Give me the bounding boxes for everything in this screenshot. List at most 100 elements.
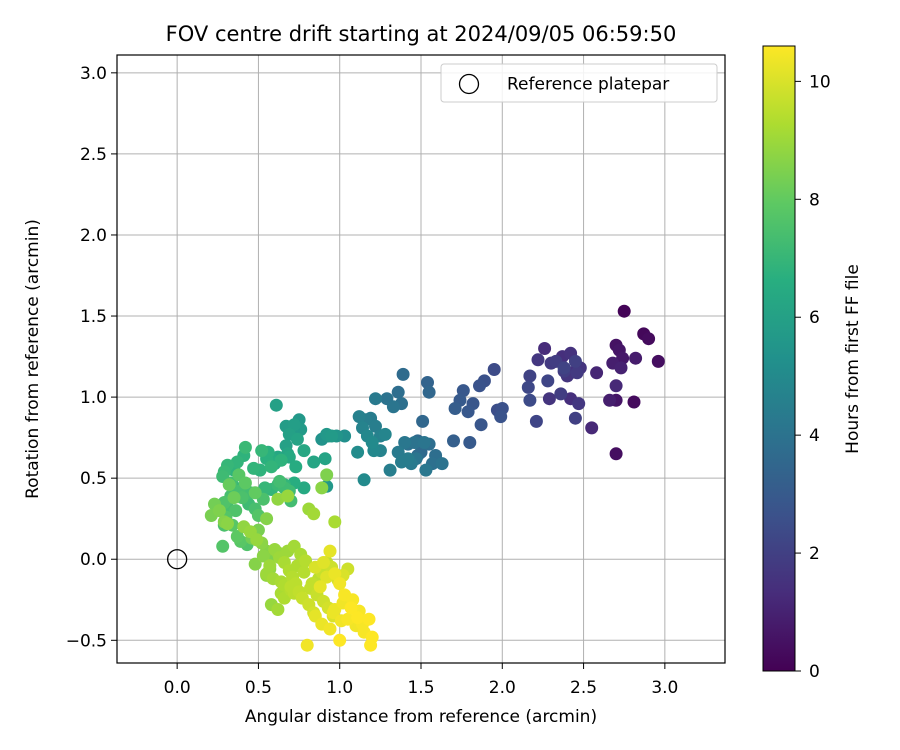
data-point: [258, 481, 272, 495]
data-point: [238, 476, 252, 490]
legend: Reference platepar: [440, 63, 718, 103]
data-point: [391, 445, 405, 459]
legend-label: Reference platepar: [507, 75, 669, 95]
data-point: [315, 481, 329, 495]
data-point: [616, 351, 630, 365]
data-point: [614, 361, 628, 375]
data-point: [603, 393, 617, 407]
data-point: [487, 363, 501, 376]
data-point: [541, 374, 555, 388]
data-point: [248, 557, 262, 571]
data-point: [317, 556, 330, 569]
data-point: [369, 419, 382, 433]
data-point: [417, 436, 431, 449]
data-point: [416, 414, 430, 428]
data-point: [216, 539, 230, 553]
data-point: [297, 444, 311, 458]
data-point: [474, 418, 488, 432]
data-point: [256, 549, 270, 563]
data-point: [287, 418, 301, 432]
data-point: [570, 366, 584, 380]
data-point: [378, 427, 392, 441]
data-point: [307, 507, 321, 521]
y-tick-label: −0.5: [66, 631, 107, 651]
data-point: [290, 432, 304, 446]
data-point: [230, 455, 244, 469]
colorbar-tick-label: 10: [809, 72, 831, 92]
data-point: [307, 455, 321, 469]
data-point: [263, 559, 277, 573]
data-point: [408, 436, 421, 449]
data-point: [609, 447, 623, 461]
data-point: [523, 393, 537, 407]
data-point: [585, 421, 599, 435]
data-point: [328, 515, 342, 529]
data-point: [369, 392, 382, 406]
data-point: [344, 601, 358, 615]
data-point: [269, 398, 283, 412]
data-point: [401, 452, 415, 466]
reference-platepar-point: [166, 549, 188, 570]
data-point: [435, 457, 449, 471]
data-point: [568, 411, 582, 425]
colorbar: 0 2 4 6 8 10 Hours from first FF file: [762, 45, 863, 682]
x-tick-label: 0.0: [164, 678, 191, 698]
data-point: [448, 402, 462, 415]
x-tick-label: 1.0: [326, 678, 353, 698]
data-point: [463, 436, 477, 449]
data-point: [227, 491, 241, 505]
data-point: [333, 633, 347, 647]
data-point: [494, 410, 508, 424]
data-point: [627, 395, 641, 409]
data-point: [391, 385, 405, 399]
data-point: [271, 603, 285, 616]
data-point: [297, 481, 311, 495]
data-point: [248, 486, 262, 500]
data-point: [609, 379, 623, 393]
reference-marker: [166, 549, 188, 570]
data-point: [341, 612, 355, 626]
colorbar-label: Hours from first FF file: [843, 264, 863, 454]
y-tick-label: 1.0: [80, 388, 107, 408]
data-point: [629, 351, 643, 365]
data-point: [362, 612, 376, 626]
data-point: [365, 436, 379, 449]
data-point: [260, 512, 274, 526]
data-point: [238, 440, 252, 454]
x-tick-label: 2.5: [570, 678, 597, 698]
chart-title: FOV centre drift starting at 2024/09/05 …: [166, 22, 677, 46]
data-point: [531, 353, 545, 367]
colorbar-ticks: 0 2 4 6 8 10: [795, 72, 831, 682]
data-point: [212, 504, 226, 518]
data-point: [568, 354, 582, 368]
data-point: [299, 554, 313, 568]
data-point: [538, 342, 552, 355]
data-point: [351, 611, 365, 625]
data-point: [333, 577, 347, 591]
data-point: [274, 453, 288, 467]
data-point: [364, 638, 378, 652]
data-point: [642, 332, 656, 346]
data-point: [422, 385, 436, 399]
data-point: [323, 544, 337, 558]
data-point: [328, 567, 342, 581]
y-tick-label: 1.5: [80, 307, 107, 327]
x-axis-ticks: 0.0 0.5 1.0 1.5 2.0 2.5 3.0: [164, 663, 678, 698]
data-point: [529, 414, 543, 428]
data-point: [289, 460, 303, 474]
data-point: [273, 474, 287, 488]
colorbar-tick-label: 4: [809, 426, 820, 446]
data-point: [396, 367, 410, 381]
data-point: [357, 473, 371, 487]
data-point: [554, 387, 568, 401]
data-point: [419, 463, 433, 477]
data-point: [461, 405, 475, 419]
y-axis-label: Rotation from reference (arcmin): [23, 219, 43, 499]
data-point: [281, 489, 295, 503]
data-point: [590, 366, 604, 380]
data-point: [221, 517, 234, 531]
data-point: [351, 445, 365, 459]
y-tick-label: 0.0: [80, 550, 107, 570]
data-point: [572, 397, 586, 411]
